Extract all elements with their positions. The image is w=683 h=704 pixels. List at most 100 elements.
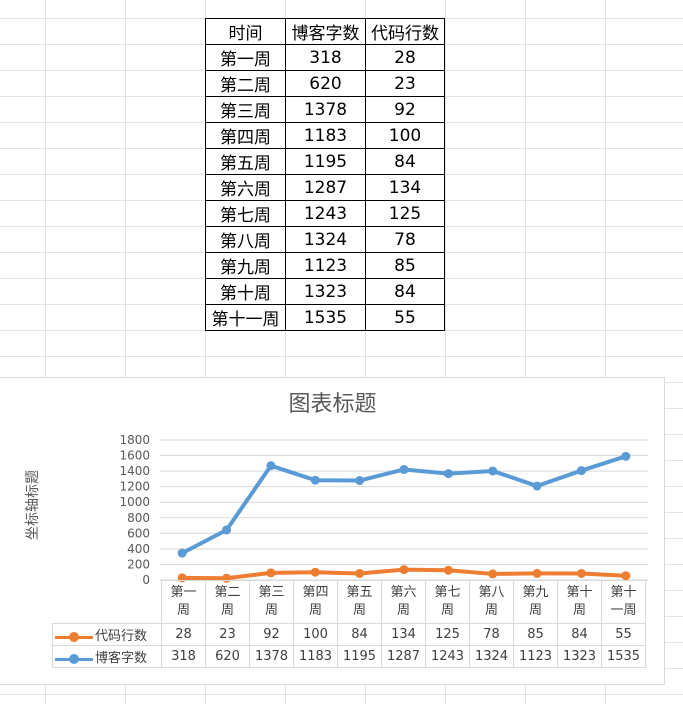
chart-table-value: 1183 xyxy=(293,645,338,668)
data-point[interactable] xyxy=(532,481,542,491)
table-header-cell[interactable]: 时间 xyxy=(205,18,286,45)
data-point[interactable] xyxy=(177,548,187,558)
table-cell[interactable]: 55 xyxy=(365,304,445,331)
data-point[interactable] xyxy=(355,568,365,578)
chart-table-value: 85 xyxy=(513,623,558,646)
table-cell[interactable]: 1123 xyxy=(285,252,366,279)
table-cell[interactable]: 620 xyxy=(285,70,366,97)
table-header-cell[interactable]: 博客字数 xyxy=(285,18,366,45)
table-cell[interactable]: 318 xyxy=(285,44,366,71)
x-category-label: 第十 一周 xyxy=(601,580,646,624)
chart-table-value: 125 xyxy=(425,623,470,646)
y-tick-label: 600 xyxy=(127,526,150,540)
data-point[interactable] xyxy=(310,475,320,485)
legend-entry[interactable]: 博客字数 xyxy=(52,645,162,668)
table-cell[interactable]: 84 xyxy=(365,148,445,175)
chart-table-value: 318 xyxy=(161,645,206,668)
data-point[interactable] xyxy=(621,451,631,461)
table-row: 第二周 620 23 xyxy=(205,70,445,97)
table-cell[interactable]: 1378 xyxy=(285,96,366,123)
data-point[interactable] xyxy=(488,569,498,579)
table-cell[interactable]: 134 xyxy=(365,174,445,201)
data-point[interactable] xyxy=(532,568,542,578)
data-point[interactable] xyxy=(399,565,409,575)
table-row: 第九周 1123 85 xyxy=(205,252,445,279)
table-cell[interactable]: 84 xyxy=(365,278,445,305)
chart-table-value: 28 xyxy=(161,623,206,646)
data-point[interactable] xyxy=(222,525,232,535)
chart-title[interactable]: 图表标题 xyxy=(288,392,377,417)
data-point[interactable] xyxy=(488,466,498,476)
table-row: 第四周 1183 100 xyxy=(205,122,445,149)
chart-table-value: 1287 xyxy=(381,645,426,668)
table-cell[interactable]: 1183 xyxy=(285,122,366,149)
x-category-label: 第六周 xyxy=(381,580,426,624)
data-point[interactable] xyxy=(310,567,320,577)
y-tick-label: 1400 xyxy=(119,464,150,478)
table-cell[interactable]: 100 xyxy=(365,122,445,149)
x-category-label-line: 周 xyxy=(308,603,322,618)
x-category-label-line: 第二 xyxy=(214,585,241,600)
table-cell[interactable]: 第十周 xyxy=(205,278,286,305)
data-point[interactable] xyxy=(266,461,276,471)
x-category-label-line: 周 xyxy=(220,603,234,618)
data-point[interactable] xyxy=(443,565,453,575)
legend-entry[interactable]: 代码行数 xyxy=(52,623,162,646)
table-cell[interactable]: 1287 xyxy=(285,174,366,201)
table-cell[interactable]: 23 xyxy=(365,70,445,97)
table-cell[interactable]: 85 xyxy=(365,252,445,279)
data-point[interactable] xyxy=(576,466,586,476)
table-cell[interactable]: 第六周 xyxy=(205,174,286,201)
x-category-label-line: 第九 xyxy=(522,585,549,600)
table-cell[interactable]: 第四周 xyxy=(205,122,286,149)
table-cell[interactable]: 第十一周 xyxy=(205,304,286,331)
data-point[interactable] xyxy=(443,469,453,479)
y-tick-label: 1800 xyxy=(119,433,150,447)
chart-table-value: 84 xyxy=(557,623,602,646)
y-tick-label: 200 xyxy=(127,557,150,571)
table-cell[interactable]: 第三周 xyxy=(205,96,286,123)
table-cell[interactable]: 1195 xyxy=(285,148,366,175)
table-cell[interactable]: 1243 xyxy=(285,200,366,227)
table-row: 第十一周 1535 55 xyxy=(205,304,445,331)
table-cell[interactable]: 第二周 xyxy=(205,70,286,97)
x-category-label: 第二周 xyxy=(205,580,250,624)
data-point[interactable] xyxy=(355,476,365,486)
data-point[interactable] xyxy=(399,464,409,474)
table-cell[interactable]: 第五周 xyxy=(205,148,286,175)
x-category-label-line: 周 xyxy=(484,603,498,618)
table-header-cell[interactable]: 代码行数 xyxy=(365,18,445,45)
x-category-label: 第十周 xyxy=(557,580,602,624)
legend-marker xyxy=(55,630,93,644)
legend-dot xyxy=(69,653,79,664)
table-cell[interactable]: 1323 xyxy=(285,278,366,305)
table-cell[interactable]: 125 xyxy=(365,200,445,227)
data-point[interactable] xyxy=(266,568,276,578)
data-point[interactable] xyxy=(621,571,631,581)
x-category-label-line: 第七 xyxy=(434,585,461,600)
table-row: 第五周 1195 84 xyxy=(205,148,445,175)
table-cell[interactable]: 第七周 xyxy=(205,200,286,227)
table-row: 第一周 318 28 xyxy=(205,44,445,71)
table-cell[interactable]: 第一周 xyxy=(205,44,286,71)
x-category-label-line: 第六 xyxy=(390,585,417,600)
chart-table-header-row: 第一周第二周第三周第四周第五周第六周第七周第八周第九周第十周第十 一周 xyxy=(52,580,646,624)
table-cell[interactable]: 28 xyxy=(365,44,445,71)
data-point[interactable] xyxy=(576,568,586,578)
table-cell[interactable]: 92 xyxy=(365,96,445,123)
table-cell[interactable]: 1535 xyxy=(285,304,366,331)
chart-table-row: 博客字数 318 620 1378 1183 1195 1287 1243 1324 1123 13… xyxy=(52,645,646,668)
table-cell[interactable]: 第八周 xyxy=(205,226,286,253)
chart-data-table: 第一周第二周第三周第四周第五周第六周第七周第八周第九周第十周第十 一周 代码行数 28… xyxy=(52,580,646,668)
table-cell[interactable]: 1324 xyxy=(285,226,366,253)
chart-table-value: 100 xyxy=(293,623,338,646)
legend-label: 代码行数 xyxy=(95,629,148,644)
chart-table-value: 78 xyxy=(469,623,514,646)
table-cell[interactable]: 78 xyxy=(365,226,445,253)
x-category-label-line: 第十 xyxy=(566,585,593,600)
legend-dot xyxy=(69,631,79,642)
chart-table-value: 1535 xyxy=(601,645,646,668)
table-cell[interactable]: 第九周 xyxy=(205,252,286,279)
chart-table-value: 84 xyxy=(337,623,382,646)
x-category-label-line: 一周 xyxy=(610,603,637,618)
